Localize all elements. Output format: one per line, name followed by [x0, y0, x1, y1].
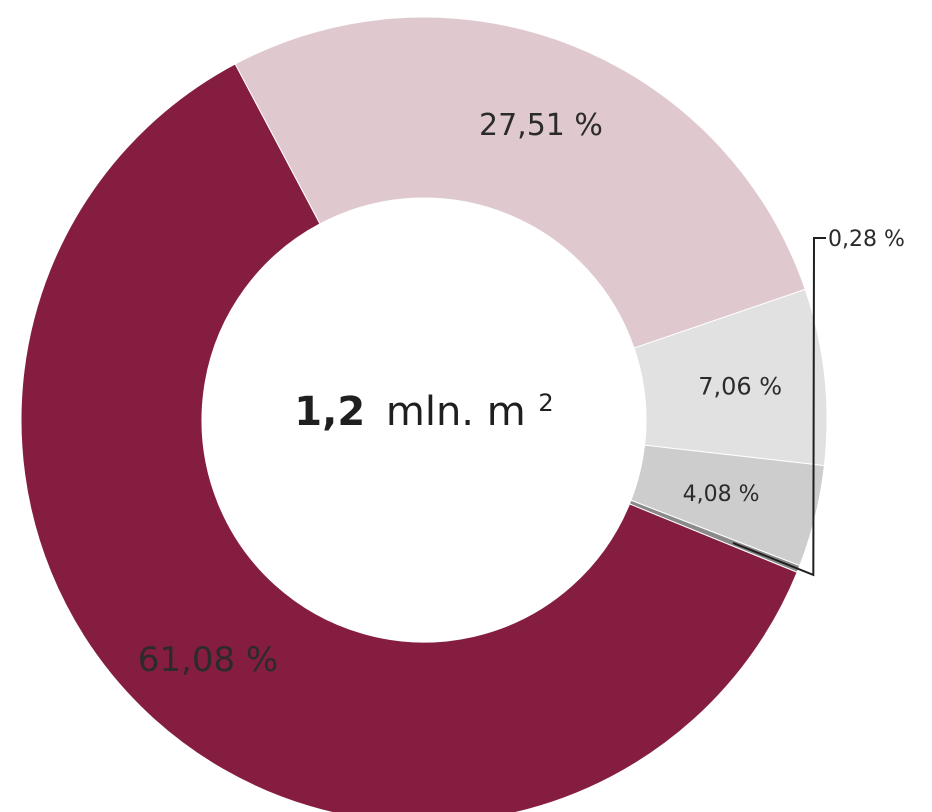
center-total-unit: mln. m: [386, 389, 526, 435]
center-total-unit-superscript: 2: [538, 389, 553, 417]
slice-labels: 61,08 % 27,51 % 7,06 % 4,08 % 0,28 %: [138, 108, 905, 680]
slice-value-label: 0,28 %: [828, 227, 905, 252]
donut-slice: [628, 499, 801, 573]
donut-slices: [20, 16, 828, 812]
donut-slice: [20, 63, 798, 812]
slice-value-label: 27,51 %: [479, 108, 603, 143]
slice-value-label: 4,08 %: [683, 482, 760, 507]
slice-value-label: 61,08 %: [138, 640, 278, 680]
slice-value-label: 7,06 %: [698, 372, 782, 400]
donut-slice: [234, 16, 806, 349]
center-total-label: 1,2 mln. m 2: [294, 389, 553, 435]
slice-leader-line: [732, 237, 826, 577]
center-total-value: 1,2: [294, 389, 365, 435]
